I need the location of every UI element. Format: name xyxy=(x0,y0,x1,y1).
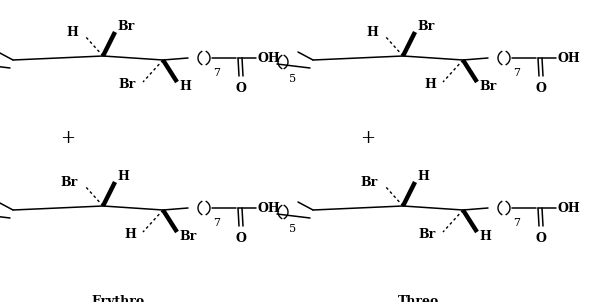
Text: 7: 7 xyxy=(213,218,220,228)
Text: H: H xyxy=(179,81,191,94)
Text: 5: 5 xyxy=(289,224,296,234)
Text: Br: Br xyxy=(419,229,436,242)
Text: H: H xyxy=(124,229,136,242)
Text: OH: OH xyxy=(258,52,281,65)
Text: 7: 7 xyxy=(513,218,520,228)
Text: OH: OH xyxy=(558,201,581,214)
Text: Erythro: Erythro xyxy=(91,295,145,302)
Text: 7: 7 xyxy=(213,68,220,78)
Text: O: O xyxy=(236,82,247,95)
Text: H: H xyxy=(479,230,491,243)
Text: +: + xyxy=(61,129,76,147)
Text: Br: Br xyxy=(417,21,434,34)
Text: O: O xyxy=(536,232,547,245)
Text: 5: 5 xyxy=(289,74,296,84)
Text: Br: Br xyxy=(119,79,136,92)
Text: OH: OH xyxy=(558,52,581,65)
Text: Br: Br xyxy=(117,21,134,34)
Text: Threo: Threo xyxy=(397,295,439,302)
Text: +: + xyxy=(361,129,376,147)
Text: O: O xyxy=(236,232,247,245)
Text: H: H xyxy=(117,171,129,184)
Text: Br: Br xyxy=(479,81,496,94)
Text: Br: Br xyxy=(61,176,78,189)
Text: H: H xyxy=(66,27,78,40)
Text: 7: 7 xyxy=(513,68,520,78)
Text: H: H xyxy=(417,171,429,184)
Text: H: H xyxy=(424,79,436,92)
Text: O: O xyxy=(536,82,547,95)
Text: H: H xyxy=(366,27,378,40)
Text: OH: OH xyxy=(258,201,281,214)
Text: Br: Br xyxy=(179,230,196,243)
Text: Br: Br xyxy=(361,176,378,189)
